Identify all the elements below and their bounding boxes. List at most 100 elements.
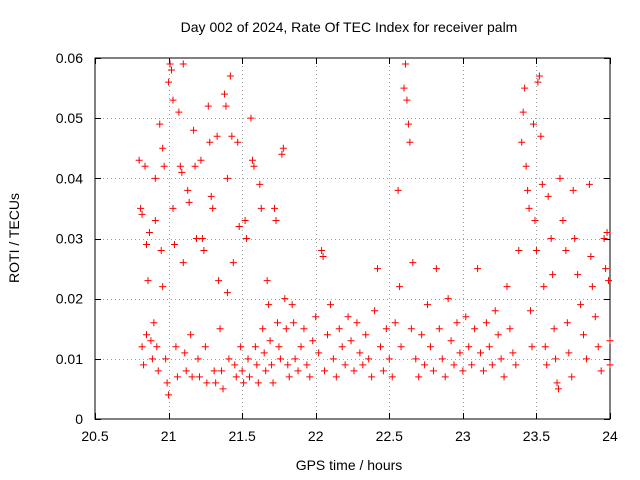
data-point <box>197 156 205 164</box>
x-tick-label: 21 <box>161 428 177 444</box>
data-point <box>260 349 268 357</box>
data-point <box>246 373 253 381</box>
y-axis-label: ROTI / TECUs <box>6 193 22 283</box>
data-point <box>424 301 432 309</box>
data-point <box>176 162 184 170</box>
data-point <box>160 162 168 170</box>
data-point <box>172 343 180 351</box>
data-point <box>406 138 414 146</box>
data-point <box>549 271 557 279</box>
data-point <box>145 228 153 236</box>
data-point <box>212 379 220 387</box>
data-point <box>435 325 443 333</box>
data-point <box>194 355 202 363</box>
data-point <box>388 373 396 381</box>
data-point <box>300 325 308 333</box>
data-point <box>418 331 426 339</box>
data-point <box>521 84 529 92</box>
data-point <box>494 331 502 339</box>
data-point <box>215 277 223 285</box>
data-point <box>154 367 162 375</box>
data-point <box>201 343 209 351</box>
data-point <box>226 72 234 80</box>
data-point <box>421 361 429 369</box>
data-point <box>531 216 539 224</box>
data-point <box>156 120 164 128</box>
data-point <box>415 373 423 381</box>
data-point <box>497 355 505 363</box>
data-point <box>157 247 165 255</box>
data-point <box>541 343 549 351</box>
data-point <box>559 216 567 224</box>
data-point <box>179 259 187 267</box>
data-point <box>544 192 552 200</box>
data-point <box>509 349 517 357</box>
data-point <box>179 60 187 68</box>
data-point <box>228 132 236 140</box>
data-point <box>271 204 279 212</box>
data-point <box>182 367 190 375</box>
data-point <box>220 90 228 98</box>
data-point <box>185 198 193 206</box>
data-point <box>279 144 287 152</box>
data-point <box>397 343 405 351</box>
data-point <box>522 162 530 170</box>
data-point <box>240 379 248 387</box>
data-point <box>450 361 458 369</box>
data-point <box>537 132 545 140</box>
data-point <box>170 241 178 249</box>
data-point <box>588 283 596 291</box>
data-point <box>218 367 226 375</box>
data-point <box>606 337 614 345</box>
data-point <box>574 271 582 279</box>
data-point <box>318 247 326 255</box>
data-point <box>151 216 159 224</box>
data-point <box>394 186 402 194</box>
data-point <box>477 349 485 357</box>
data-point <box>329 355 337 363</box>
data-point <box>488 361 496 369</box>
data-point <box>135 156 143 164</box>
data-point <box>250 162 258 170</box>
data-point <box>412 355 420 363</box>
data-point <box>538 180 546 188</box>
data-point <box>166 60 174 68</box>
data-point <box>273 319 281 327</box>
data-point <box>193 235 201 242</box>
data-point <box>165 391 173 399</box>
data-point <box>605 277 613 285</box>
data-point <box>213 132 221 140</box>
data-point <box>602 265 610 273</box>
x-tick-label: 21.5 <box>229 428 256 444</box>
data-point <box>191 162 199 170</box>
data-point <box>485 343 493 351</box>
data-point <box>222 102 230 110</box>
data-point <box>253 361 261 369</box>
data-point <box>385 355 393 363</box>
data-point <box>550 325 558 333</box>
data-point <box>173 373 181 381</box>
data-point <box>276 355 284 363</box>
data-point <box>482 319 490 327</box>
data-point <box>184 186 192 194</box>
data-point <box>288 301 296 309</box>
data-point <box>471 325 479 333</box>
data-point <box>527 307 535 315</box>
data-point <box>500 373 508 381</box>
data-point <box>140 361 148 369</box>
data-point <box>138 343 146 351</box>
data-point <box>506 325 514 333</box>
data-point <box>503 283 511 291</box>
data-point <box>209 204 217 212</box>
data-point <box>153 343 161 351</box>
data-point <box>278 150 286 158</box>
x-tick-label: 23.5 <box>523 428 550 444</box>
data-point <box>491 307 499 315</box>
x-axis-tick-labels: 20.5 21 21.5 22 22.5 23 23.5 24 <box>81 428 618 444</box>
data-point <box>231 361 239 369</box>
data-point <box>265 301 273 309</box>
data-point <box>556 174 564 182</box>
y-axis-tick-labels: 0 0.01 0.02 0.03 0.04 0.05 0.06 <box>56 50 83 427</box>
data-point <box>229 259 237 267</box>
data-point <box>362 331 370 339</box>
